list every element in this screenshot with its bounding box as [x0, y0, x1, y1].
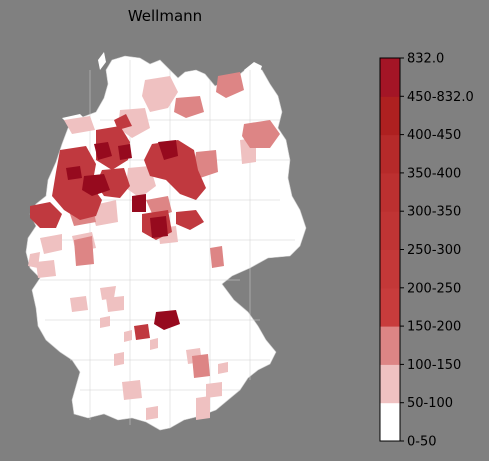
- legend-bin: [380, 287, 400, 327]
- legend-tick-label: 300-350: [407, 205, 461, 220]
- legend-bin: [380, 326, 400, 365]
- legend-tick-label: 400-450: [407, 128, 461, 143]
- districts-450-832: [66, 140, 180, 330]
- legend-tick-label: 0-50: [407, 435, 437, 450]
- legend-tick-label: 50-100: [407, 396, 453, 411]
- legend-tick-label: 250-300: [407, 243, 461, 258]
- map-title: Wellmann: [127, 7, 203, 25]
- legend-ticks: 0-50 50-100 100-150 150-200 200-250 250-300 30…: [400, 52, 474, 450]
- legend-tick-label: 100-150: [407, 358, 461, 373]
- legend-bin: [380, 249, 400, 289]
- legend-bin: [380, 134, 400, 174]
- legend-bin: [380, 58, 400, 97]
- legend-bin: [380, 172, 400, 212]
- legend-tick-label: 350-400: [407, 166, 461, 181]
- legend-tick-label: 450-832.0: [407, 90, 474, 105]
- legend-bin: [380, 96, 400, 136]
- island: [244, 62, 262, 78]
- legend-bins: [380, 58, 400, 442]
- legend-tick-label: 832.0: [407, 52, 444, 67]
- legend-bin: [380, 211, 400, 250]
- legend-bin: [380, 364, 400, 404]
- legend-bin: [380, 402, 400, 442]
- districts-150-400: [30, 114, 206, 340]
- island: [98, 52, 106, 70]
- legend-tick-label: 200-250: [407, 281, 461, 296]
- legend-tick-label: 150-200: [407, 320, 461, 335]
